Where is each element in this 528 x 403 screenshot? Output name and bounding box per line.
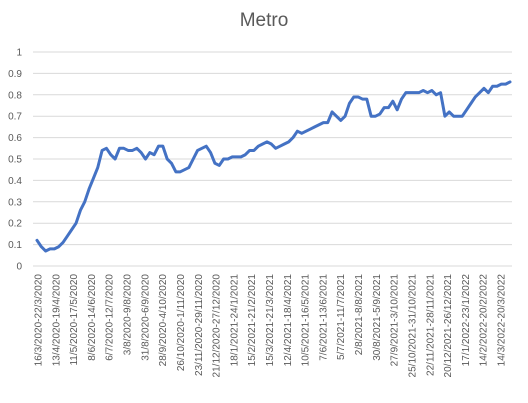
x-tick-label: 17/1/2022-23/1/2022 [461,274,472,367]
gridlines [33,51,512,267]
chart-title: Metro [239,10,289,31]
x-tick-label: 21/12/2020-27/12/2020 [212,274,223,378]
x-tick-label: 27/9/2021-3/10/2021 [390,274,401,367]
x-tick-label: 14/2/2022-20/2/2022 [479,274,490,367]
x-tick-label: 14/3/2022-20/3/2022 [497,274,508,367]
x-tick-label: 6/7/2020-12/7/2020 [105,274,116,361]
y-tick-label: 0.6 [8,133,22,144]
y-tick-label: 0.4 [8,176,22,187]
x-tick-label: 7/6/2021-13/6/2021 [318,274,329,361]
y-tick-label: 0 [16,262,22,273]
y-tick-label: 0.2 [8,219,22,230]
x-tick-label: 2/8/2021-8/8/2021 [354,274,365,356]
series-layer [35,80,512,253]
x-tick-label: 26/10/2020-1/11/2020 [176,274,187,372]
x-tick-label: 18/1/2021-24/1/2021 [229,274,240,367]
x-tick-label: 15/3/2021-21/3/2021 [265,274,276,367]
y-tick-label: 0.8 [8,90,22,101]
x-tick-label: 20/12/2021-26/12/2021 [443,274,454,378]
y-tick-label: 0.1 [8,240,22,251]
x-tick-label: 16/3/2020-22/3/2020 [34,274,45,367]
x-tick-label: 23/11/2020-29/11/2020 [194,274,205,376]
x-tick-label: 25/10/2021-31/10/2021 [407,274,418,378]
x-tick-label: 8/6/2020-14/6/2020 [87,274,98,361]
y-tick-label: 0.5 [8,155,22,166]
x-tick-label: 30/8/2021-5/9/2021 [372,274,383,361]
x-tick-label: 3/8/2020-9/8/2020 [123,274,134,356]
x-tick-label: 11/5/2020-17/5/2020 [69,274,80,366]
x-tick-label: 5/7/2021-11/7/2021 [336,274,347,360]
x-tick-label: 15/2/2021-21/2/2021 [247,274,258,367]
y-tick-label: 0.3 [8,197,22,208]
y-axis-ticks: 0 0.1 0.2 0.3 0.4 0.5 0.6 0.7 0.8 0.9 1 [8,48,22,273]
x-tick-label: 12/4/2021-18/4/2021 [283,274,294,367]
y-tick-label: 0.9 [8,69,22,80]
series-line [35,80,512,253]
x-tick-label: 22/11/2021-28/11/2021 [425,274,436,376]
x-tick-label: 10/5/2021-16/5/2021 [301,274,312,367]
y-tick-label: 0.7 [8,112,22,123]
x-tick-label: 13/4/2020-19/4/2020 [51,274,62,367]
x-tick-label: 31/8/2020-6/9/2020 [140,274,151,361]
x-tick-label: 28/9/2020-4/10/2020 [158,274,169,367]
y-tick-label: 1 [16,48,22,59]
x-axis-ticks: 16/3/2020-22/3/2020 13/4/2020-19/4/2020 11… [34,274,508,378]
